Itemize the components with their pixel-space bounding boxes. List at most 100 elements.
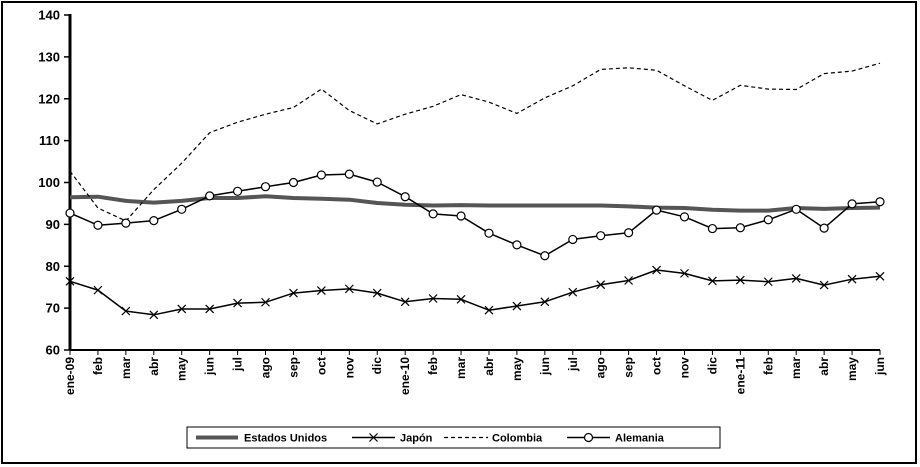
data-point-circle — [205, 191, 215, 201]
x-tick-label: jun — [203, 357, 217, 376]
legend-label-estados-unidos: Estados Unidos — [244, 433, 327, 445]
x-tick-label: jun — [873, 357, 887, 376]
data-point-cross — [456, 294, 466, 304]
data-point-circle — [428, 209, 438, 219]
x-tick-label: nov — [677, 357, 691, 379]
cross-stroke — [596, 280, 606, 290]
data-point-circle — [65, 208, 75, 218]
data-point-cross — [596, 280, 606, 290]
legend-label-alemania: Alemania — [615, 433, 665, 445]
cross-stroke — [652, 265, 661, 275]
cross-stroke — [791, 273, 801, 283]
x-tick-label: mar — [119, 357, 133, 379]
data-point-cross — [512, 301, 522, 311]
y-axis: 60 70 80 90 100 110 120 130 140 — [38, 8, 72, 358]
data-point-cross — [735, 275, 745, 285]
x-tick-label: abr — [817, 357, 831, 376]
cross-stroke — [540, 297, 550, 307]
cross-stroke — [205, 304, 215, 314]
y-tick-label: 100 — [38, 175, 60, 190]
data-point-cross — [316, 286, 326, 295]
data-point-cross — [400, 297, 410, 307]
x-tick-label: feb — [91, 357, 105, 375]
data-point-cross — [233, 298, 243, 308]
data-point-cross — [121, 306, 131, 316]
x-tick-label: mar — [789, 357, 803, 379]
x-tick-label: abr — [482, 357, 496, 376]
data-point-circle — [288, 177, 299, 188]
cross-stroke — [512, 301, 522, 311]
data-point-cross — [428, 294, 438, 303]
data-point-cross — [707, 276, 717, 286]
x-tick-label: feb — [761, 357, 775, 375]
data-point-circle — [596, 231, 606, 241]
data-point-circle — [456, 211, 466, 221]
cross-stroke — [456, 294, 466, 304]
cross-stroke — [121, 306, 131, 316]
x-tick-label: may — [175, 357, 189, 381]
data-point-circle — [583, 432, 594, 443]
data-point-cross — [791, 273, 801, 283]
legend-item-alemania: Alemania — [567, 433, 665, 445]
cross-stroke — [400, 297, 410, 307]
x-tick-label: ago — [594, 357, 608, 378]
data-point-circle — [372, 177, 382, 187]
legend: Estados Unidos Japón Colombia Alemania — [186, 426, 721, 449]
data-point-cross — [540, 297, 550, 307]
y-tick-label: 110 — [39, 133, 60, 148]
data-point-circle — [875, 197, 885, 207]
cross-stroke — [819, 280, 829, 290]
data-point-circle — [568, 234, 578, 245]
legend-item-jap-n: Japón — [352, 433, 433, 445]
data-point-circle — [93, 220, 103, 230]
data-point-circle — [791, 204, 801, 214]
data-point-cross — [763, 277, 773, 287]
cross-stroke — [177, 304, 187, 314]
cross-stroke — [484, 305, 494, 315]
data-point-cross — [372, 288, 382, 298]
data-point-circle — [624, 228, 634, 238]
series-line-estados-unidos — [69, 194, 881, 213]
x-tick-label: feb — [426, 357, 440, 375]
data-point-circle — [679, 212, 690, 222]
series-alemania — [65, 169, 885, 261]
data-point-cross — [680, 268, 689, 278]
cross-stroke — [261, 297, 270, 307]
x-axis: ene-09 feb mar abr may jun jul ago sep oct nov dic e… — [63, 349, 887, 395]
cross-stroke — [707, 276, 717, 286]
data-point-circle — [316, 170, 326, 180]
data-point-circle — [232, 186, 243, 196]
cross-stroke — [680, 268, 689, 278]
legend-item-colombia: Colombia — [444, 433, 543, 445]
x-tick-label: ago — [259, 357, 273, 378]
x-tick-label: sep — [286, 357, 300, 378]
data-point-circle — [177, 204, 187, 214]
data-point-cross — [369, 433, 378, 442]
x-tick-label: abr — [147, 357, 161, 376]
cross-stroke — [93, 285, 103, 295]
data-point-cross — [93, 285, 103, 295]
x-tick-label: dic — [705, 357, 719, 375]
cross-stroke — [847, 274, 857, 284]
x-tick-label: ene-11 — [733, 357, 747, 395]
cross-stroke — [233, 298, 243, 308]
legend-label-jap-n: Japón — [400, 433, 433, 445]
data-point-circle — [819, 223, 829, 233]
x-tick-label: sep — [622, 357, 636, 378]
data-point-circle — [540, 251, 550, 261]
cross-stroke — [624, 276, 634, 285]
legend-label-colombia: Colombia — [492, 433, 543, 445]
cross-stroke — [428, 294, 438, 303]
cross-stroke — [65, 276, 75, 286]
x-tick-label: ene-09 — [63, 357, 77, 395]
x-tick-label: jul — [231, 357, 245, 372]
data-point-cross — [624, 276, 634, 285]
series-estados-unidos — [69, 194, 881, 213]
cross-stroke — [372, 288, 382, 298]
x-tick-label: mar — [454, 357, 468, 379]
data-point-circle — [707, 223, 718, 234]
data-point-cross — [289, 288, 298, 298]
series-lines — [65, 62, 885, 320]
